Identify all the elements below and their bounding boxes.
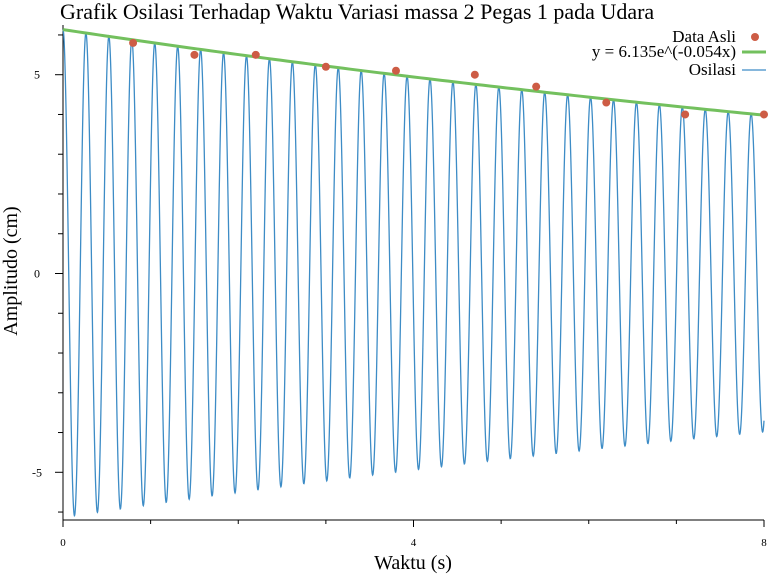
- legend-data-asli-label: Data Asli: [672, 27, 736, 46]
- y-axis-label: Amplitudo (cm): [0, 206, 22, 335]
- series-fit-line: [62, 28, 765, 117]
- plot-area: [62, 28, 768, 518]
- x-tick-label: 4: [411, 537, 417, 549]
- data-asli-point: [760, 110, 768, 119]
- y-tick-label: -5: [32, 465, 42, 479]
- y-tick-label: 0: [34, 267, 40, 281]
- x-tick-label: 8: [761, 537, 767, 549]
- axes: 0 4 8 -5 0 5: [32, 25, 767, 549]
- x-axis-label: Waktu (s): [374, 552, 452, 574]
- legend-data-asli-marker: [751, 33, 759, 41]
- data-asli-point: [251, 50, 260, 59]
- chart-title: Grafik Osilasi Terhadap Waktu Variasi ma…: [60, 0, 654, 24]
- data-asli-point: [129, 38, 138, 47]
- y-tick-label: 5: [34, 68, 40, 82]
- data-asli-point: [532, 82, 541, 91]
- data-asli-point: [470, 70, 479, 79]
- series-osilasi-line: [62, 29, 765, 518]
- legend-fit-label: y = 6.135e^(-0.054x): [592, 42, 736, 61]
- data-asli-point: [681, 110, 690, 119]
- data-asli-point: [190, 50, 199, 59]
- data-asli-point: [321, 62, 330, 71]
- x-tick-label: 0: [60, 537, 66, 549]
- data-asli-point: [391, 66, 400, 75]
- data-asli-point: [602, 98, 611, 107]
- legend-osilasi-label: Osilasi: [689, 60, 737, 79]
